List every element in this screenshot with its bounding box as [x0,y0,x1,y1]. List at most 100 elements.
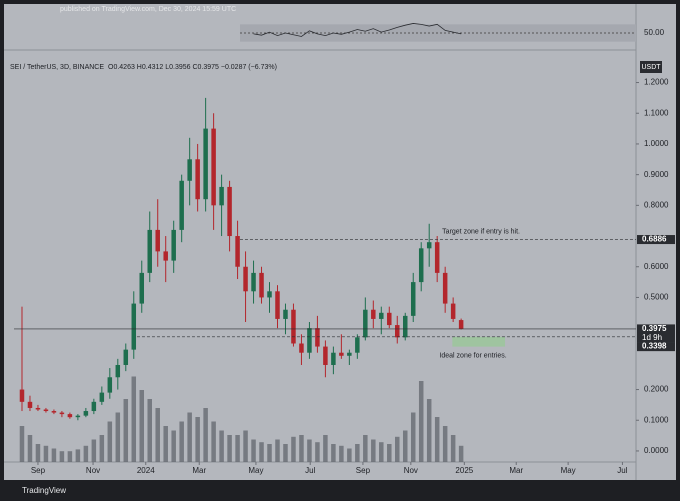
x-tick-label: Nov [404,466,418,475]
candle-body [347,352,352,356]
volume-bar [307,439,312,462]
volume-bar [283,444,288,462]
volume-bar [450,435,456,462]
volume-bar [107,421,113,462]
candle-body [99,392,105,402]
candle-body [195,159,200,200]
volume-bar [355,444,360,462]
candle-body [434,242,440,273]
volume-bar [115,412,121,462]
brand: TradingView [22,486,66,495]
price-label: 0.3975 [642,324,667,333]
candle-body [75,415,81,418]
y-tick-label: 1.2000 [644,78,669,87]
annotation: Ideal zone for entries. [439,353,506,360]
volume-bar [395,436,400,462]
volume-bar [323,435,328,462]
candle-body [83,411,89,416]
candle-body [219,186,224,206]
volume-bar [67,451,73,462]
volume-bar [35,444,41,462]
candle-body [203,128,208,200]
ohlc-legend: O0.4263 H0.4312 L0.3956 C0.3975 −0.0287 … [108,64,277,71]
candle-body [163,251,168,261]
volume-bar [123,399,129,462]
candle-body [450,303,456,319]
y-tick-label: 0.0000 [644,446,669,455]
candle-body [243,266,248,292]
price-label: 0.6886 [642,235,667,244]
volume-bar [155,408,160,462]
x-tick-label: Jul [617,466,627,475]
x-tick-label: May [561,466,576,475]
volume-bar [251,439,256,462]
volume-bar [363,435,368,462]
volume-bar [259,442,264,462]
volume-bar [371,439,376,462]
volume-bar [434,417,440,462]
candle-body [442,272,448,304]
candle-body [395,325,400,338]
volume-bar [195,417,200,462]
candle-body [339,352,344,356]
candle-body [283,309,288,319]
volume-bar [179,421,184,462]
countdown: 1d 9h [642,333,662,342]
candle-body [458,320,464,329]
candle-body [179,180,184,230]
candle-body [227,186,232,237]
y-tick-label: 0.9000 [644,170,669,179]
candle-body [131,303,137,350]
candle-body [115,364,121,378]
volume-bar [426,399,432,462]
candle-body [251,272,256,292]
y-tick-label: 1.1000 [644,108,669,117]
volume-bar [219,430,224,462]
candle-body [67,414,73,418]
volume-bar [402,430,408,462]
y-tick-label: 0.6000 [644,262,669,271]
candle-body [418,248,424,283]
x-tick-label: Mar [192,466,206,475]
candle-body [363,309,368,338]
x-tick-label: May [248,466,263,475]
volume-bar [227,435,232,462]
candle-body [187,159,192,181]
osc-level-label: 50.00 [644,28,665,37]
x-tick-label: 2025 [455,466,473,475]
volume-bar [339,445,344,462]
y-tick-label: 0.2000 [644,385,669,394]
candle-body [307,328,312,353]
y-tick-label: 1.0000 [644,139,669,148]
price-label-bg [637,235,675,245]
candle-body [171,229,176,261]
candle-body [51,411,57,413]
volume-bar [51,448,57,462]
candle-body [371,309,376,319]
volume-bar [99,435,105,462]
volume-bar [147,399,152,462]
volume-bar [139,390,145,462]
volume-bar [291,436,296,462]
price-label-bg [637,342,675,352]
candle-body [315,328,320,347]
candle-body [323,346,328,365]
candle-body [147,229,152,273]
x-tick-label: Sep [356,466,371,475]
candle-body [267,291,272,298]
volume-bar [27,435,33,462]
volume-bar [43,445,49,462]
y-tick-label: 0.1000 [644,415,669,424]
volume-bar [442,426,448,462]
annotation: Target zone if entry is hit. [442,228,520,235]
volume-bar [235,435,240,462]
x-tick-label: Nov [86,466,100,475]
candle-body [291,309,296,344]
candle-body [43,409,49,412]
candle-body [259,272,264,298]
volume-bar [387,444,392,462]
volume-bar [211,421,216,462]
volume-bar [347,448,352,462]
volume-bar [410,412,416,462]
